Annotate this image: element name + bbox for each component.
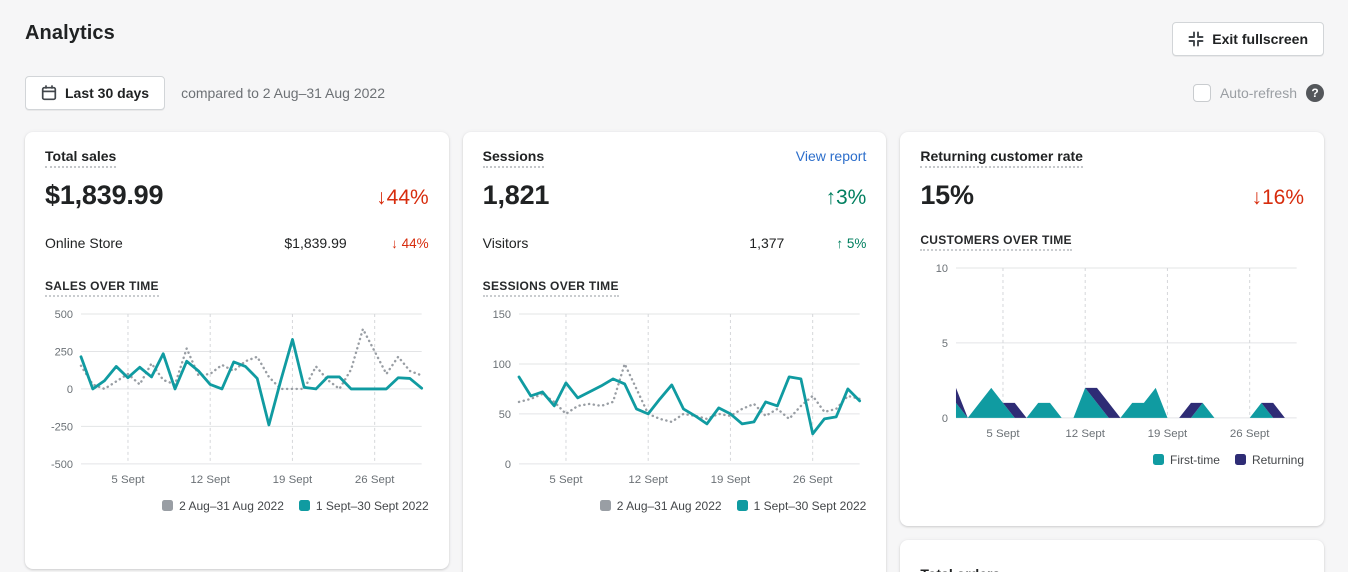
svg-text:5 Sept: 5 Sept: [549, 474, 583, 486]
svg-text:-500: -500: [51, 459, 73, 471]
auto-refresh-checkbox[interactable]: [1192, 84, 1211, 102]
first-time-swatch: [1152, 454, 1164, 466]
svg-text:26 Sept: 26 Sept: [793, 474, 833, 486]
svg-text:100: 100: [492, 359, 510, 371]
metrics-cards-row: Total sales $1,839.99 ↓44% Online Store …: [0, 110, 1348, 572]
total-sales-value: $1,839.99: [45, 180, 164, 210]
exit-fullscreen-button[interactable]: Exit fullscreen: [1172, 22, 1324, 56]
svg-text:26 Sept: 26 Sept: [355, 474, 395, 486]
sessions-value: 1,821: [482, 180, 550, 210]
customers-chart-legend: First-time Returning: [920, 453, 1304, 467]
svg-text:0: 0: [942, 413, 948, 425]
exit-fullscreen-icon: [1188, 31, 1204, 47]
previous-period-swatch: [599, 500, 611, 512]
total-sales-title[interactable]: Total sales: [45, 148, 117, 168]
date-range-label: Last 30 days: [65, 85, 150, 101]
total-orders-title[interactable]: Total orders: [920, 566, 1000, 572]
svg-text:500: 500: [55, 309, 73, 321]
current-period-swatch: [736, 500, 748, 512]
help-icon[interactable]: ?: [1306, 84, 1324, 102]
svg-text:0: 0: [505, 459, 511, 471]
svg-text:19 Sept: 19 Sept: [710, 474, 750, 486]
svg-text:5 Sept: 5 Sept: [987, 428, 1021, 440]
exit-fullscreen-label: Exit fullscreen: [1212, 31, 1308, 47]
returning-swatch: [1234, 454, 1246, 466]
svg-text:5 Sept: 5 Sept: [111, 474, 145, 486]
returning-rate-value: 15%: [920, 180, 974, 210]
total-sales-delta: ↓44%: [376, 186, 429, 209]
sessions-over-time-chart[interactable]: 150 100 50 0 5 Sept 12 Sept 19 Sept 26 Sept: [483, 305, 867, 489]
customers-over-time-label[interactable]: CUSTOMERS OVER TIME: [920, 233, 1072, 251]
current-period-swatch: [298, 500, 310, 512]
sessions-title[interactable]: Sessions: [482, 148, 545, 168]
sessions-chart-legend: 2 Aug–31 Aug 2022 1 Sept–30 Sept 2022: [483, 499, 866, 513]
svg-text:19 Sept: 19 Sept: [1148, 428, 1188, 440]
sessions-delta: ↑3%: [825, 186, 867, 209]
previous-period-swatch: [162, 500, 174, 512]
total-sales-card: Total sales $1,839.99 ↓44% Online Store …: [25, 132, 449, 569]
page-title: Analytics: [25, 22, 115, 44]
svg-text:-250: -250: [51, 421, 73, 433]
returning-rate-delta: ↓16%: [1251, 186, 1305, 209]
total-orders-card: Total orders: [900, 540, 1325, 572]
page-header: Analytics Exit fullscreen: [0, 0, 1348, 56]
svg-text:12 Sept: 12 Sept: [628, 474, 668, 486]
svg-text:150: 150: [492, 309, 510, 321]
controls-row: Last 30 days compared to 2 Aug–31 Aug 20…: [0, 56, 1348, 110]
sessions-over-time-label[interactable]: SESSIONS OVER TIME: [482, 279, 619, 297]
returning-customer-rate-card: Returning customer rate 15% ↓16% CUSTOME…: [900, 132, 1325, 526]
date-range-button[interactable]: Last 30 days: [25, 76, 166, 110]
visitors-row: Visitors 1,377 ↑ 5%: [482, 235, 867, 251]
svg-text:26 Sept: 26 Sept: [1230, 428, 1270, 440]
returning-rate-title[interactable]: Returning customer rate: [920, 148, 1083, 168]
compare-period-text: compared to 2 Aug–31 Aug 2022: [181, 85, 386, 101]
svg-text:50: 50: [498, 409, 510, 421]
svg-text:12 Sept: 12 Sept: [190, 474, 230, 486]
sales-chart-legend: 2 Aug–31 Aug 2022 1 Sept–30 Sept 2022: [45, 499, 429, 513]
svg-text:12 Sept: 12 Sept: [1066, 428, 1106, 440]
svg-text:5: 5: [942, 338, 948, 350]
sales-over-time-label[interactable]: SALES OVER TIME: [45, 279, 159, 297]
online-store-row: Online Store $1,839.99 ↓ 44%: [45, 235, 429, 251]
calendar-icon: [41, 85, 57, 101]
sessions-card: Sessions View report 1,821 ↑3% Visitors …: [462, 132, 887, 572]
svg-text:10: 10: [936, 263, 948, 275]
svg-text:0: 0: [67, 384, 73, 396]
svg-text:19 Sept: 19 Sept: [273, 474, 313, 486]
svg-text:250: 250: [55, 346, 73, 358]
auto-refresh-label: Auto-refresh: [1219, 85, 1297, 101]
sales-over-time-chart[interactable]: 500 250 0 -250 -500 5 Sept 12 Sept 19 Sept 26 Se…: [45, 305, 429, 489]
view-report-link[interactable]: View report: [795, 148, 867, 164]
customers-over-time-chart[interactable]: 10 5 0 5 Sept 12 Sept 19 Sept 26 Sept: [920, 259, 1304, 443]
